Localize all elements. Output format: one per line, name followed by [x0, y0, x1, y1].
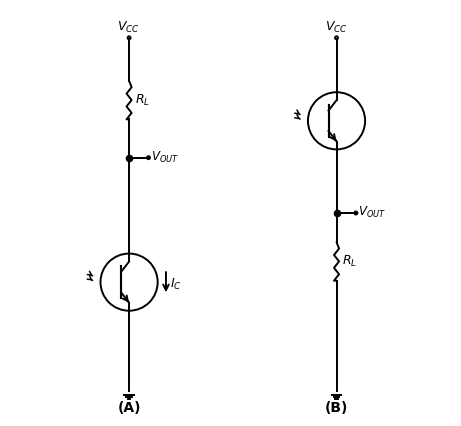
Text: $V_{CC}$: $V_{CC}$ — [325, 20, 348, 35]
Text: $I_C$: $I_C$ — [170, 277, 182, 292]
Text: $R_L$: $R_L$ — [342, 254, 357, 269]
Text: (A): (A) — [118, 401, 141, 415]
Text: (B): (B) — [325, 401, 348, 415]
Text: $V_{OUT}$: $V_{OUT}$ — [359, 205, 386, 220]
Text: $V_{OUT}$: $V_{OUT}$ — [151, 150, 179, 165]
Text: $R_L$: $R_L$ — [135, 92, 150, 108]
Text: $V_{CC}$: $V_{CC}$ — [117, 20, 140, 35]
